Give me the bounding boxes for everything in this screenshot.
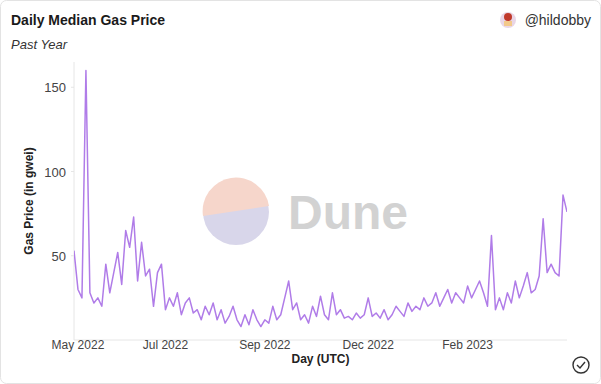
y-tick [71,87,74,88]
x-axis-label: Day (UTC) [291,352,349,366]
chart: Daily Median Gas Price Past Year @hildobby… [0,0,601,384]
plot-area [74,70,567,326]
x-tick-label: May 2022 [52,338,105,352]
title: Daily Median Gas Price [11,12,165,28]
y-axis-line [74,62,75,340]
avatar [500,12,516,28]
check-icon[interactable] [573,357,589,373]
y-tick [71,171,74,172]
subtitle: Past Year [11,37,68,52]
x-tick-label: Sep 2022 [239,338,291,352]
y-tick-label: 50 [52,249,66,264]
y-tick-label: 150 [44,80,66,95]
x-tick-label: Dec 2022 [343,338,395,352]
y-axis-label: Gas Price (in gwei) [22,147,36,254]
y-tick-label: 100 [44,165,66,180]
y-tick [71,255,74,256]
x-tick-label: Feb 2023 [442,338,493,352]
author[interactable]: @hildobby [525,12,591,28]
watermark-text: Dune [288,186,408,239]
x-tick-label: Jul 2022 [143,338,189,352]
gas-price-line [74,70,567,326]
card [1,1,601,384]
watermark [203,178,269,245]
